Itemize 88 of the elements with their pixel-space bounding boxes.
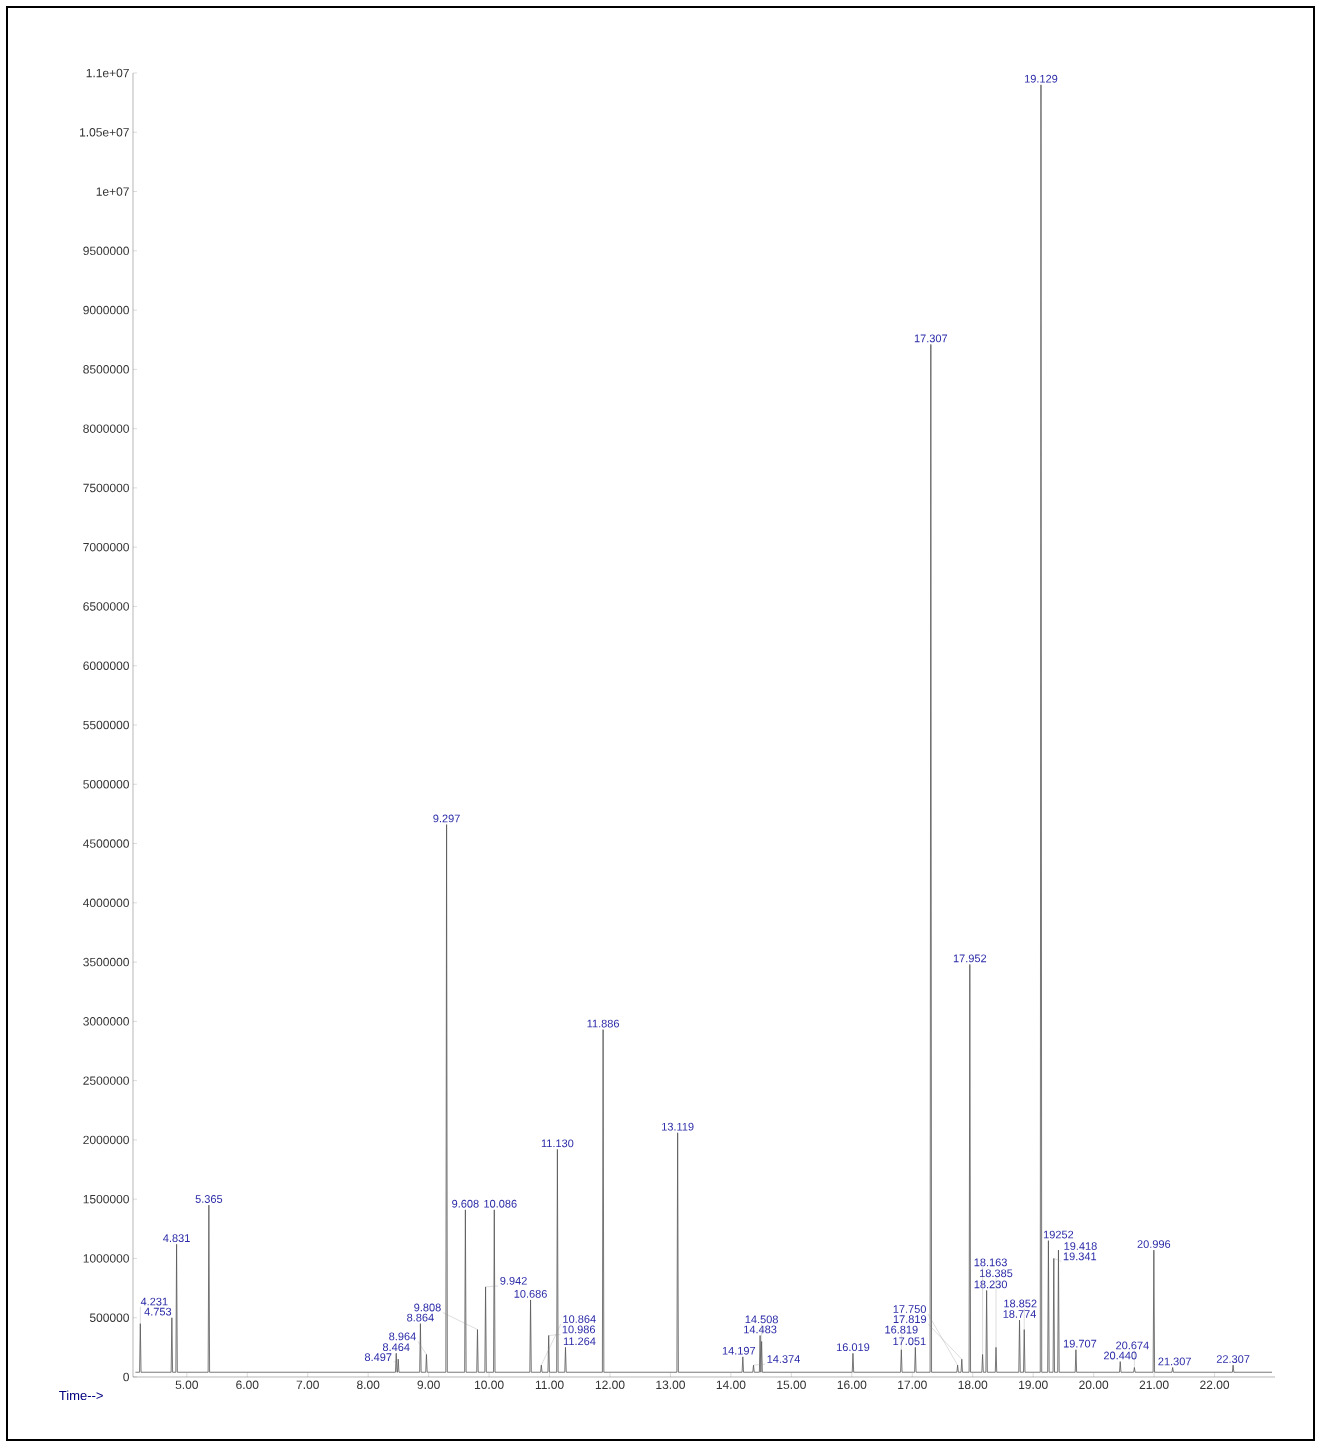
annotation: 8.864 [407, 1313, 434, 1322]
annotation: 10.986 [562, 1325, 596, 1334]
annotation: 10.086 [484, 1199, 517, 1208]
x-tick-label: 22.00 [1200, 1380, 1230, 1390]
y-tick-label: 1500000 [83, 1194, 129, 1204]
y-tick-label: 9500000 [83, 246, 129, 256]
y-tick-label: 1e+07 [96, 187, 129, 196]
x-tick-label: 21.00 [1139, 1380, 1169, 1390]
annotation: 19.341 [1063, 1252, 1097, 1261]
y-tick-label: 9000000 [83, 305, 129, 315]
y-tick-label: 4500000 [83, 839, 129, 848]
annotation: 19.129 [1024, 74, 1058, 83]
x-tick-label: 8.00 [357, 1380, 380, 1390]
annotation: 9.808 [414, 1303, 441, 1312]
y-tick-label: 3000000 [83, 1017, 129, 1026]
y-tick-label: 1.1e+07 [86, 68, 129, 78]
x-tick-label: 20.00 [1079, 1380, 1109, 1390]
x-tick-label: 7.00 [296, 1380, 319, 1390]
y-tick-label: 3500000 [83, 957, 129, 967]
annotation: 4.753 [144, 1307, 172, 1316]
y-tick-label: 7500000 [83, 483, 129, 493]
annotation: 10.686 [514, 1289, 547, 1298]
x-tick-label: 9.00 [417, 1380, 440, 1390]
annotation: 18.774 [1003, 1310, 1037, 1318]
annotation: 11.264 [563, 1337, 596, 1346]
annotation: 18.385 [980, 1269, 1013, 1278]
annotation: 4.831 [163, 1234, 190, 1243]
annotation: 18.852 [1004, 1299, 1037, 1308]
annotation: 17.307 [914, 334, 948, 343]
x-tick-label: 6.00 [236, 1380, 259, 1390]
annotation: 19.707 [1063, 1339, 1097, 1348]
x-tick-label: 10.00 [474, 1380, 504, 1390]
x-tick-label: 15.00 [777, 1380, 806, 1390]
x-tick-label: 19.00 [1019, 1380, 1048, 1390]
annotation: 9.942 [500, 1276, 527, 1285]
annotation: 8.497 [364, 1353, 392, 1362]
annotation: 10.864 [563, 1315, 596, 1323]
annotation: 22.307 [1216, 1355, 1250, 1363]
annotation: 17.819 [893, 1315, 927, 1324]
annotation: 20.996 [1137, 1240, 1171, 1248]
annotation: 4.231 [140, 1297, 168, 1306]
y-tick-label: 0 [123, 1372, 129, 1382]
x-tick-label: 16.00 [837, 1380, 867, 1390]
x-tick-label: 13.00 [656, 1380, 685, 1390]
annotation: 16.819 [885, 1325, 918, 1334]
annotation: 17.952 [953, 954, 987, 963]
x-tick-label: 5.00 [175, 1380, 199, 1390]
annotation: 19252 [1043, 1230, 1074, 1239]
y-tick-label: 8000000 [83, 424, 129, 433]
y-tick-label: 2500000 [83, 1076, 129, 1085]
y-tick-label: 5000000 [83, 780, 129, 789]
annotation: 17.051 [893, 1337, 926, 1346]
y-tick-label: 4000000 [83, 898, 129, 908]
annotation: 5.365 [195, 1195, 223, 1203]
annotation: 16.019 [836, 1343, 870, 1352]
y-tick-label: 8500000 [83, 365, 129, 374]
annotation: 14.374 [767, 1355, 800, 1363]
annotation: 13.119 [662, 1122, 694, 1131]
annotation: 9.297 [433, 814, 460, 823]
annotation: 20.440 [1103, 1351, 1137, 1360]
x-tick-label: 17.00 [898, 1380, 927, 1390]
annotation: 21.307 [1158, 1357, 1191, 1366]
x-axis-title: Time--> [59, 1390, 103, 1401]
annotation: 8.464 [382, 1343, 410, 1352]
annotation: 14.197 [722, 1346, 756, 1355]
x-tick-label: 11.00 [535, 1380, 564, 1390]
y-tick-label: 7000000 [83, 542, 129, 552]
y-tick-label: 1.05e+07 [79, 128, 129, 137]
annotation: 11.130 [541, 1139, 574, 1148]
y-tick-label: 1000000 [83, 1254, 129, 1263]
annotation: 14.508 [745, 1315, 778, 1324]
x-tick-label: 18.00 [958, 1380, 988, 1390]
annotation: 18.163 [974, 1258, 1007, 1267]
y-tick-label: 2000000 [83, 1135, 129, 1145]
annotation: 14.483 [744, 1325, 777, 1334]
y-tick-label: 5500000 [83, 720, 129, 730]
annotation: 9.608 [452, 1199, 479, 1208]
annotation: 18.230 [974, 1280, 1008, 1289]
x-tick-label: 14.00 [716, 1380, 746, 1390]
x-tick-label: 12.00 [595, 1380, 625, 1390]
y-tick-label: 500000 [89, 1313, 129, 1322]
annotation: 19.418 [1064, 1242, 1097, 1250]
annotation: 17.750 [893, 1305, 926, 1313]
y-tick-label: 6500000 [83, 602, 129, 611]
y-tick-label: 6000000 [83, 661, 129, 670]
annotation: 20.674 [1116, 1341, 1149, 1350]
annotation: 11.886 [587, 1019, 620, 1028]
annotation: 8.964 [389, 1332, 416, 1341]
